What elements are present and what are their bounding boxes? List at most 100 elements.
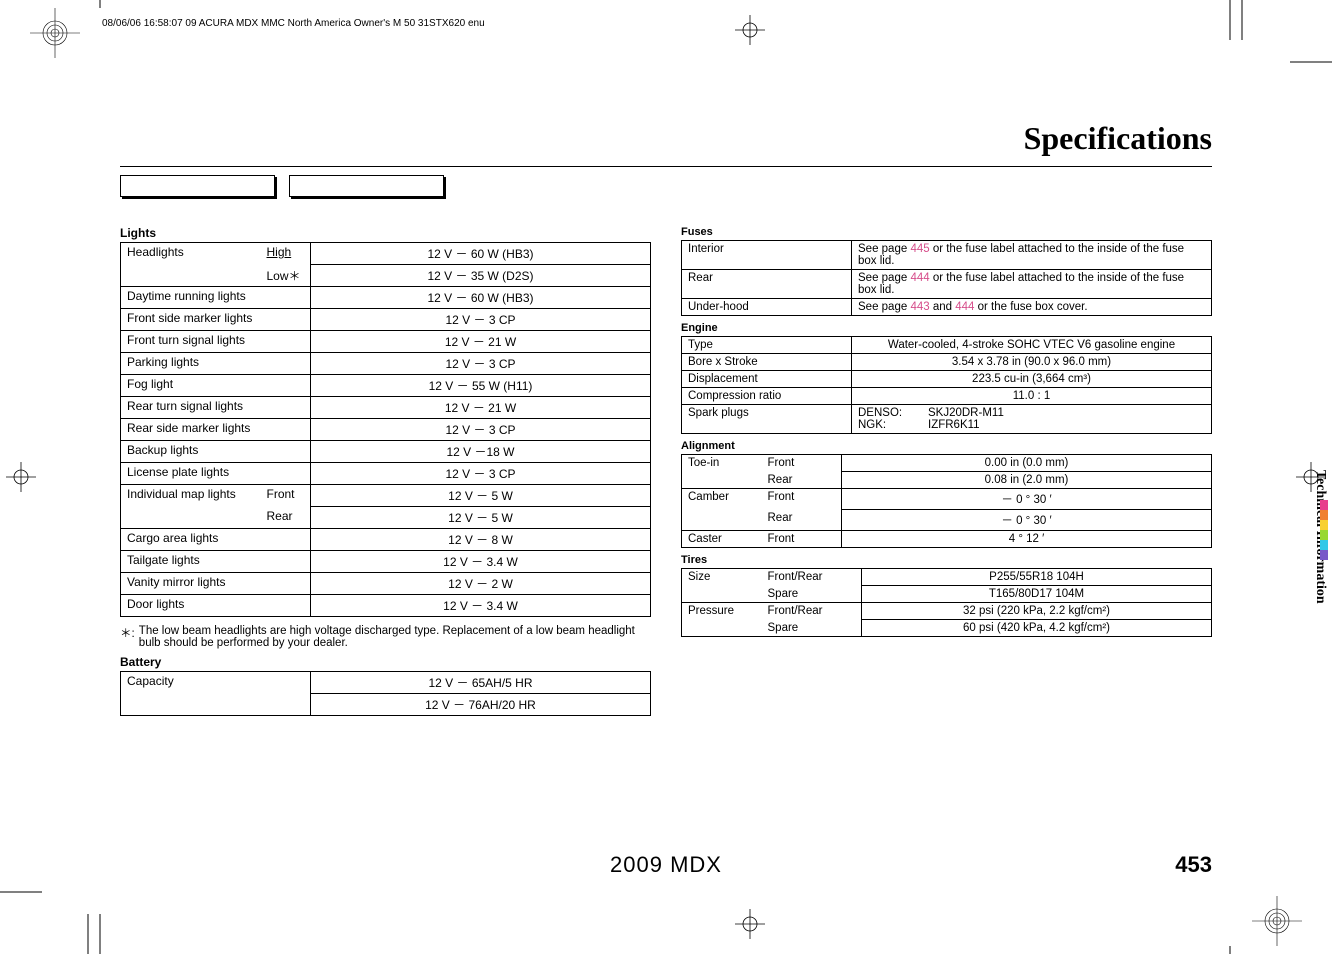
fuses-cell: See page 445 or the fuse label attached … [852,241,1212,270]
lights-value: 12 V － 3 CP [311,309,651,331]
lights-cell: 12 V － 5 W [311,485,651,507]
lights-footnote: ＊: The low beam headlights are high volt… [120,625,651,649]
page-link[interactable]: 445 [910,243,929,255]
right-column: Fuses InteriorSee page 445 or the fuse l… [681,220,1212,716]
table-cell [682,510,762,531]
lights-cell: Individual map lights [121,485,261,507]
crop-mark-tl [30,8,80,58]
table-cell: Caster [682,531,762,548]
fuses-cell: Under-hood [682,299,852,316]
lights-cell: Backup lights [121,441,311,463]
table-cell [682,472,762,489]
lights-cell: Rear side marker lights [121,419,311,441]
lights-value: 12 V － 2 W [311,573,651,595]
lights-cell: Headlights [121,243,261,265]
lights-value: 12 V － 8 W [311,529,651,551]
battery-table: Capacity12 V － 65AH/5 HR12 V － 76AH/20 H… [120,671,651,716]
table-cell: Spare [762,586,862,603]
lights-cell: Door lights [121,595,311,617]
model-year: 2009 MDX [610,852,722,878]
table-cell: Front/Rear [762,569,862,586]
lights-cell [121,265,261,287]
table-cell: Camber [682,489,762,510]
table-cell: － 0 ° 30 ′ [842,489,1212,510]
battery-heading: Battery [120,655,651,669]
lights-cell: Vanity mirror lights [121,573,311,595]
table-cell: Rear [762,510,842,531]
color-swatch [1320,540,1328,550]
color-swatch [1320,550,1328,560]
table-cell [682,620,762,637]
table-cell [682,586,762,603]
fuses-cell: See page 443 and 444 or the fuse box cov… [852,299,1212,316]
lights-cell: High [261,243,311,265]
engine-cell: Displacement [682,371,852,388]
table-cell: Front [762,531,842,548]
fuses-cell: See page 444 or the fuse label attached … [852,270,1212,299]
lights-cell: Fog light [121,375,311,397]
lights-cell: Parking lights [121,353,311,375]
table-cell: P255/55R18 104H [862,569,1212,586]
nav-tab-2[interactable] [289,175,444,197]
table-cell: 0.08 in (2.0 mm) [842,472,1212,489]
engine-cell: 3.54 x 3.78 in (90.0 x 96.0 mm) [852,354,1212,371]
lights-table: HeadlightsHigh12 V － 60 W (HB3)Low＊12 V … [120,242,651,617]
spark-plug-cell: DENSO: [858,407,928,419]
page-link[interactable]: 444 [910,272,929,284]
engine-table: TypeWater-cooled, 4-stroke SOHC VTEC V6 … [681,336,1212,434]
lights-value: 12 V － 3.4 W [311,595,651,617]
lights-cell: 12 V － 60 W (HB3) [311,243,651,265]
fuses-heading: Fuses [681,226,1212,238]
table-cell: T165/80D17 104M [862,586,1212,603]
alignment-table: Toe-inFront0.00 in (0.0 mm)Rear0.08 in (… [681,454,1212,548]
lights-value: 12 V － 21 W [311,397,651,419]
tires-table: SizeFront/RearP255/55R18 104HSpareT165/8… [681,568,1212,637]
engine-cell: Water-cooled, 4-stroke SOHC VTEC V6 gaso… [852,337,1212,354]
fuses-table: InteriorSee page 445 or the fuse label a… [681,240,1212,316]
battery-cell: 12 V － 65AH/5 HR [311,672,651,694]
lights-cell: Daytime running lights [121,287,311,309]
color-swatch [1320,500,1328,510]
nav-tab-1[interactable] [120,175,275,197]
table-cell: 60 psi (420 kPa, 4.2 kgf/cm²) [862,620,1212,637]
spark-plug-cell: NGK: [858,419,928,431]
lights-cell: Rear turn signal lights [121,397,311,419]
color-swatch [1320,520,1328,530]
lights-cell: 12 V － 5 W [311,507,651,529]
lights-cell: Front turn signal lights [121,331,311,353]
page-title: Specifications [1024,120,1212,157]
fuses-cell: Interior [682,241,852,270]
engine-cell: DENSO:SKJ20DR-M11NGK:IZFR6K11 [852,405,1212,434]
table-cell: Toe-in [682,455,762,472]
battery-cell: 12 V － 76AH/20 HR [311,694,651,716]
lights-cell: Front side marker lights [121,309,311,331]
lights-cell [121,507,261,529]
table-cell: 32 psi (220 kPa, 2.2 kgf/cm²) [862,603,1212,620]
footnote-text: The low beam headlights are high voltage… [139,625,651,649]
fuses-cell: Rear [682,270,852,299]
table-cell: Rear [762,472,842,489]
engine-cell: 223.5 cu-in (3,664 cm³) [852,371,1212,388]
lights-value: 12 V － 55 W (H11) [311,375,651,397]
nav-tabs [120,175,454,197]
lights-value: 12 V －18 W [311,441,651,463]
table-cell: Pressure [682,603,762,620]
page-content: Specifications Lights HeadlightsHigh12 V… [120,120,1212,820]
page-link[interactable]: 444 [955,301,974,313]
engine-cell: Compression ratio [682,388,852,405]
table-cell: Front [762,489,842,510]
table-cell: Front/Rear [762,603,862,620]
title-rule [120,166,1212,167]
imprint-line: 08/06/06 16:58:07 09 ACURA MDX MMC North… [102,18,485,29]
footnote-symbol: ＊: [120,625,139,649]
crop-mark-br [1252,896,1302,946]
engine-cell: Type [682,337,852,354]
battery-cell [121,694,311,716]
register-mark-top [735,15,765,45]
color-swatch [1320,510,1328,520]
lights-cell: Rear [261,507,311,529]
lights-cell: Front [261,485,311,507]
table-cell: Size [682,569,762,586]
page-link[interactable]: 443 [910,301,929,313]
alignment-heading: Alignment [681,440,1212,452]
